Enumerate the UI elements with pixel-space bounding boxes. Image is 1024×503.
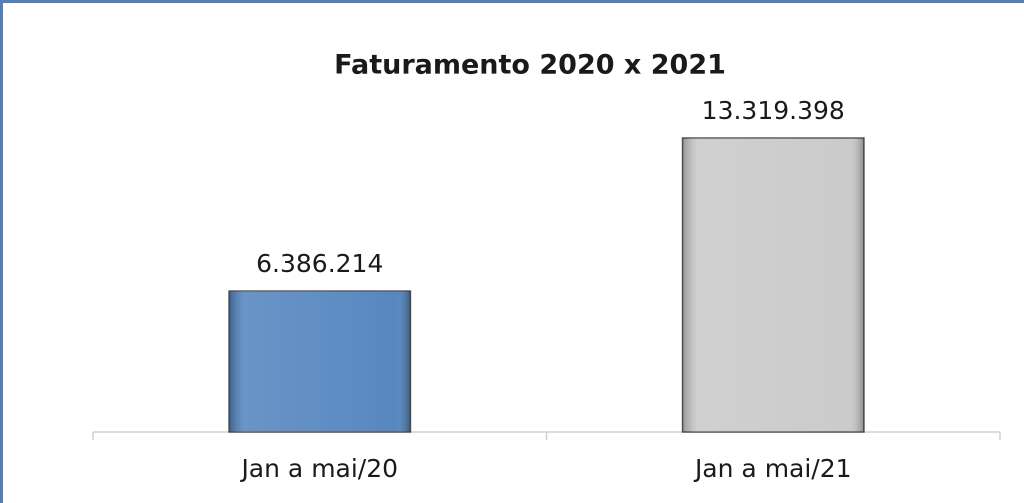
bar-shade (229, 291, 411, 432)
x-tick-label: Jan a mai/21 (693, 454, 852, 483)
chart-title: Faturamento 2020 x 2021 (334, 50, 726, 81)
value-label: 13.319.398 (702, 96, 845, 125)
value-label: 6.386.214 (256, 249, 383, 278)
bar-shade (682, 138, 864, 433)
x-tick-label: Jan a mai/20 (239, 454, 398, 483)
